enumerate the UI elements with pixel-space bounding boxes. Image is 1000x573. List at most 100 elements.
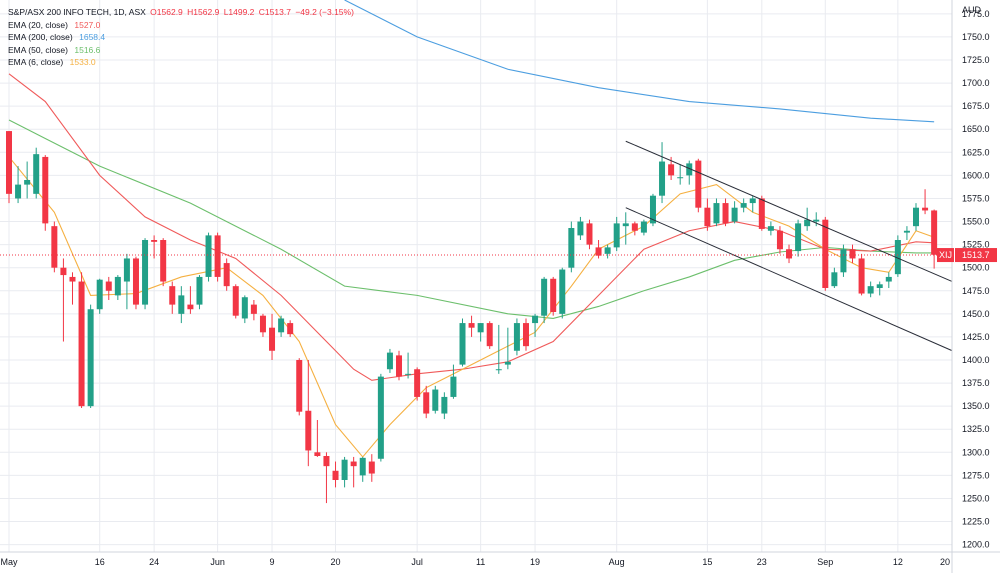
price-tick-label: 1475.0: [962, 286, 990, 296]
symbol-header[interactable]: S&P/ASX 200 INFO TECH, 1D, ASX O1562.9 H…: [8, 6, 354, 19]
candle-body: [96, 279, 103, 310]
candle-body: [232, 286, 239, 316]
price-tick-label: 1625.0: [962, 147, 990, 157]
ohlc-close: C1513.7: [258, 7, 291, 17]
candle-body: [405, 373, 412, 375]
symbol-title: S&P/ASX 200 INFO TECH, 1D, ASX: [8, 7, 146, 17]
candle-body: [368, 461, 375, 474]
candle-body: [867, 286, 874, 294]
ema-lines: [8, 0, 935, 458]
candle-body: [33, 154, 40, 194]
price-tick-label: 1575.0: [962, 193, 990, 203]
candle-body: [142, 240, 149, 305]
indicator-value: 1533.0: [69, 57, 96, 67]
candle-body: [69, 276, 76, 282]
candle-body: [922, 207, 929, 211]
candle-body: [876, 284, 883, 288]
time-tick-label: 12: [893, 557, 903, 567]
candle-body: [758, 198, 765, 229]
time-tick-label: 11: [476, 557, 485, 567]
candle-body: [677, 177, 684, 179]
candle-body: [414, 369, 421, 397]
candle-body: [749, 198, 756, 204]
candle-body: [504, 361, 511, 365]
indicator-label: EMA (200, close): [8, 32, 73, 42]
candle-body: [24, 180, 31, 185]
candle-body: [160, 240, 167, 282]
candle-body: [205, 235, 212, 277]
candle-body: [840, 249, 847, 273]
candle-body: [123, 258, 130, 282]
candle-body: [550, 278, 557, 312]
candle-body: [568, 228, 575, 268]
price-tick-label: 1425.0: [962, 332, 990, 342]
candle-body: [287, 323, 294, 335]
candle-body: [332, 470, 339, 480]
price-tick-label: 1200.0: [962, 540, 990, 550]
price-tick-label: 1700.0: [962, 78, 990, 88]
indicator-ema6[interactable]: EMA (6, close) 1533.0: [8, 56, 354, 69]
indicator-ema20[interactable]: EMA (20, close) 1527.0: [8, 19, 354, 32]
candle-body: [323, 456, 330, 467]
price-tick-label: 1775.0: [962, 9, 990, 19]
ohlc-change: −49.2 (−3.15%): [295, 7, 354, 17]
candle-body: [314, 452, 321, 456]
candle-body: [885, 276, 892, 282]
candle-body: [178, 295, 185, 314]
candle-body: [822, 219, 829, 288]
candle-body: [423, 392, 430, 414]
channel-line: [625, 140, 953, 282]
candle-body: [132, 258, 139, 305]
candle-body: [532, 315, 539, 324]
candle-body: [196, 276, 203, 305]
ohlc-low: L1499.2: [223, 7, 255, 17]
candle-body: [187, 304, 194, 310]
legend: S&P/ASX 200 INFO TECH, 1D, ASX O1562.9 H…: [8, 6, 354, 69]
current-price-label: 1513.7: [962, 250, 990, 260]
indicator-label: EMA (50, close): [8, 44, 68, 55]
candle-body: [486, 323, 493, 347]
indicator-label: EMA (20, close): [8, 19, 68, 30]
candle-body: [786, 249, 793, 259]
candle-body: [522, 323, 529, 347]
candle-body: [613, 223, 620, 248]
candle-body: [105, 281, 112, 291]
candle-body: [269, 327, 276, 351]
candle-body: [640, 221, 647, 233]
time-tick-label: Jul: [411, 557, 423, 567]
time-tick-label: 15: [702, 557, 712, 567]
candle-body: [622, 223, 629, 227]
time-tick-label: May: [0, 557, 18, 567]
candle-body: [87, 309, 94, 407]
time-tick-label: 20: [940, 557, 950, 567]
time-tick-label: 16: [95, 557, 105, 567]
candle-body: [350, 461, 357, 467]
candle-body: [396, 355, 403, 377]
time-tick-label: 24: [149, 557, 159, 567]
time-tick-label: 23: [757, 557, 767, 567]
candle-body: [495, 369, 502, 371]
symbol-tag: [937, 248, 954, 263]
price-tick-label: 1375.0: [962, 378, 990, 388]
candle-body: [359, 457, 366, 476]
candle-body: [441, 396, 448, 414]
time-tick-label: 19: [530, 557, 540, 567]
candle-body: [60, 267, 67, 276]
indicator-ema200[interactable]: EMA (200, close) 1658.4: [8, 31, 354, 44]
price-tick-label: 1300.0: [962, 447, 990, 457]
price-tick-label: 1750.0: [962, 32, 990, 42]
indicator-ema50[interactable]: EMA (50, close) 1516.6: [8, 44, 354, 57]
price-tick-label: 1450.0: [962, 309, 990, 319]
candle-body: [559, 269, 566, 314]
ohlc-open: O1562.9: [150, 7, 183, 17]
time-tick-label: 9: [270, 557, 275, 567]
candle-body: [731, 207, 738, 222]
candle-body: [722, 203, 729, 224]
candle-body: [767, 226, 774, 231]
ema-line: [344, 0, 935, 123]
candle-body: [377, 376, 384, 459]
time-tick-label: Sep: [817, 557, 833, 567]
